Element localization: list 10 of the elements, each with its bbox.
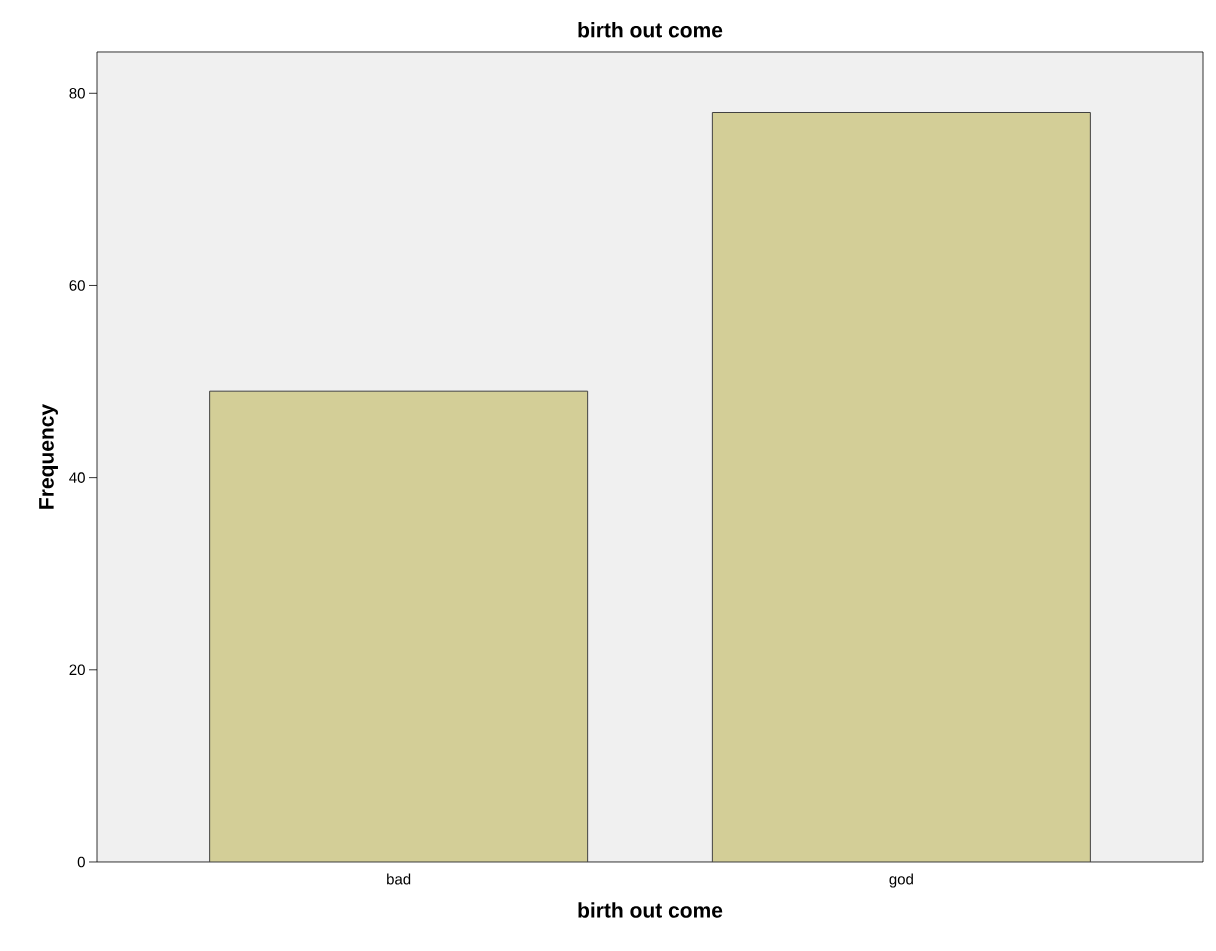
chart-title: birth out come <box>578 22 723 38</box>
x-tick-label: bad <box>387 873 411 885</box>
x-tick-label: god <box>889 873 913 888</box>
y-tick-label: 60 <box>69 280 85 291</box>
y-tick-label: 20 <box>69 664 85 676</box>
x-axis-title: birth out come <box>578 902 723 918</box>
y-tick-label: 0 <box>77 856 85 868</box>
y-tick-label: 40 <box>69 472 85 483</box>
y-tick-label: 80 <box>69 87 85 99</box>
y-axis-title: Frequency <box>39 404 58 509</box>
